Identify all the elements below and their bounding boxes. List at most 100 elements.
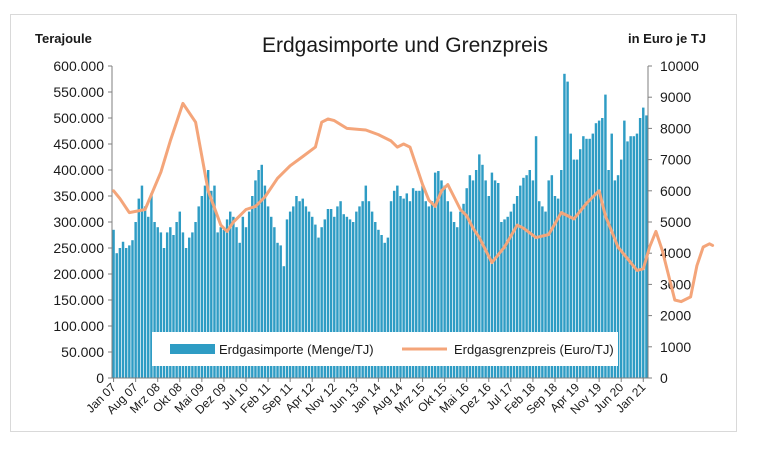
import-bar: [216, 232, 219, 378]
import-bar: [273, 227, 276, 378]
import-bar: [556, 198, 560, 378]
import-bar: [616, 175, 620, 378]
import-bar: [210, 190, 213, 378]
import-bar: [399, 196, 402, 378]
import-bar: [279, 245, 282, 378]
import-bar: [553, 196, 557, 378]
import-bar: [484, 180, 487, 378]
import-bar: [282, 266, 286, 378]
import-bar: [389, 201, 393, 378]
right-tick-label: 6000: [660, 183, 691, 199]
import-bar: [339, 201, 342, 378]
left-tick-label: 550.000: [53, 84, 104, 100]
import-bar: [128, 245, 131, 378]
right-tick-label: 7000: [660, 152, 691, 168]
legend-bar-label: Erdgasimporte (Menge/TJ): [219, 342, 374, 357]
import-bar: [569, 133, 572, 378]
import-bar: [525, 175, 528, 378]
import-bar: [578, 149, 582, 378]
import-bar: [443, 185, 446, 378]
import-bar: [377, 229, 380, 378]
import-bar: [481, 164, 484, 378]
import-bar: [276, 242, 279, 378]
import-bar: [563, 73, 566, 379]
import-bar: [229, 211, 232, 378]
import-bar: [604, 94, 607, 378]
import-bar: [386, 237, 390, 378]
left-tick-label: 250.000: [53, 240, 104, 256]
import-bar: [509, 211, 513, 378]
import-bar: [383, 242, 386, 378]
import-bar: [232, 216, 235, 378]
import-bar: [247, 211, 251, 378]
line-series: [112, 101, 715, 304]
import-bar: [203, 185, 207, 378]
import-bar: [361, 201, 364, 378]
import-bar: [500, 222, 503, 378]
import-bar: [519, 185, 522, 378]
import-bar: [437, 171, 440, 378]
import-bar: [515, 196, 519, 378]
import-bar: [424, 201, 427, 378]
import-bar: [358, 206, 361, 378]
import-bar: [370, 211, 374, 378]
import-bar: [411, 188, 415, 378]
right-tick-label: 10000: [660, 58, 699, 74]
import-bar: [333, 216, 336, 378]
import-bar: [449, 211, 453, 378]
import-bar: [169, 227, 172, 378]
import-bar: [415, 190, 418, 378]
import-bar: [547, 180, 550, 378]
right-y-ticks: 0 1000 2000 3000 4000 5000 6000 7000 8000 9000 100…: [648, 58, 699, 386]
import-bar: [184, 248, 188, 378]
import-bar: [427, 206, 431, 378]
left-tick-label: 600.000: [53, 58, 104, 74]
import-bar: [251, 196, 254, 378]
right-tick-label: 8000: [660, 120, 691, 136]
import-bar: [396, 185, 399, 378]
chart-frame: [10, 14, 737, 432]
left-y-ticks: 0 50.000 100.000 150.000 200.000 250.000 300.0…: [53, 58, 112, 386]
legend-box: [152, 332, 618, 366]
price-line: [112, 101, 715, 304]
import-bar: [560, 170, 563, 378]
import-bar: [446, 201, 450, 378]
import-bar: [550, 175, 554, 378]
import-bar: [635, 133, 639, 378]
import-bar: [619, 159, 623, 378]
chart-title: Erdgasimporte und Grenzpreis: [262, 34, 548, 57]
import-bar: [632, 136, 636, 378]
import-bar: [140, 185, 144, 378]
import-bar: [121, 241, 125, 378]
import-bar: [301, 198, 304, 378]
import-bar: [364, 185, 368, 378]
import-bar: [295, 196, 298, 378]
import-bar: [374, 222, 377, 378]
right-tick-label: 5000: [660, 214, 691, 230]
import-bar: [197, 206, 200, 378]
import-bar: [588, 138, 591, 378]
import-bar: [351, 222, 355, 378]
import-bar: [638, 118, 642, 378]
import-bar: [188, 237, 191, 378]
import-bar: [137, 198, 141, 378]
import-bar: [575, 159, 579, 378]
import-bar: [471, 180, 475, 378]
import-bar: [522, 177, 525, 378]
import-bar: [594, 123, 598, 378]
import-bar: [459, 211, 462, 378]
import-bar: [310, 216, 314, 378]
import-bar: [528, 170, 531, 378]
import-bar: [468, 175, 472, 378]
import-bar: [194, 222, 197, 378]
import-bar: [266, 206, 270, 378]
import-bar: [153, 222, 156, 378]
left-tick-label: 50.000: [61, 344, 104, 360]
import-bar: [544, 211, 547, 378]
import-bar: [288, 211, 292, 378]
import-bar: [645, 115, 648, 379]
import-bar: [430, 201, 434, 378]
import-bar: [629, 136, 632, 378]
import-bar: [159, 232, 163, 378]
